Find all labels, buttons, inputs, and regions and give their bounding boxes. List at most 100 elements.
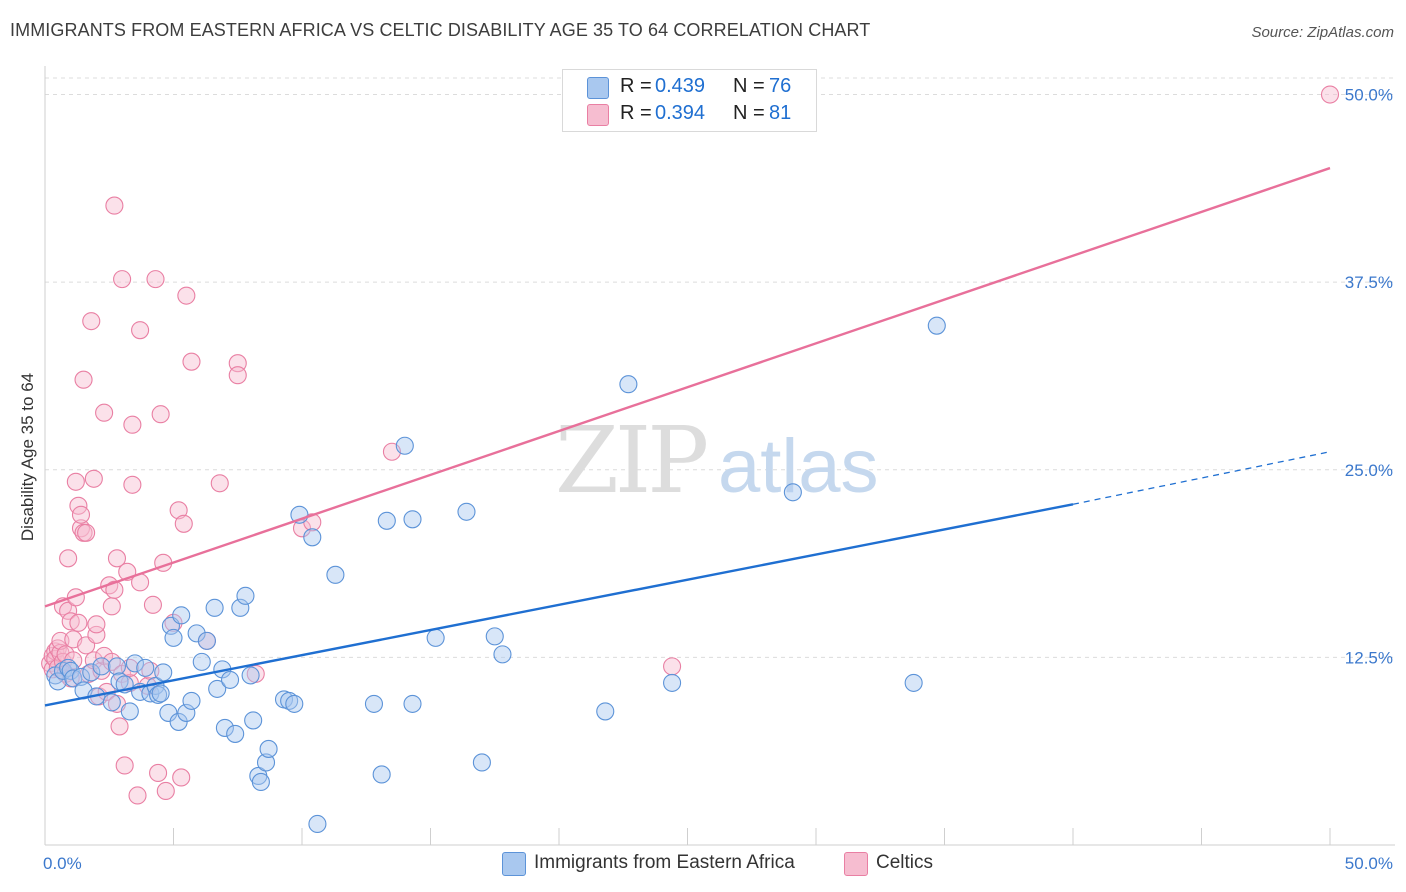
pink-data-point	[228, 366, 247, 385]
blue-data-point	[125, 654, 144, 673]
watermark-zip: ZIP	[555, 407, 706, 514]
blue-data-point	[61, 661, 80, 680]
pink-data-point	[110, 717, 129, 736]
blue-data-point	[472, 753, 491, 772]
pink-data-point	[66, 472, 85, 491]
pink-data-point	[149, 763, 168, 783]
pink-data-point	[74, 370, 93, 389]
blue-data-point	[236, 586, 255, 605]
tick-labels: 12.5% 25.0% 37.5% 50.0% 0.0% 50.0%	[43, 86, 1393, 873]
pink-data-point	[174, 514, 193, 533]
pink-data-point	[143, 595, 162, 614]
blue-data-point	[59, 658, 78, 677]
pink-data-point	[146, 270, 165, 289]
y-tick-label: 12.5%	[1345, 648, 1393, 667]
blue-data-point	[226, 724, 245, 743]
pink-data-point	[115, 756, 134, 775]
blue-data-point	[663, 673, 682, 692]
pink-data-point	[59, 549, 78, 568]
legend-pink-n-label: N =	[733, 102, 765, 124]
y-axis-label: Disability Age 35 to 64	[18, 373, 37, 541]
pink-data-point	[82, 312, 101, 331]
pink-data-point	[105, 580, 124, 599]
legend-swatch-blue	[587, 77, 609, 99]
blue-data-point	[303, 528, 322, 547]
pink-data-point	[164, 613, 183, 632]
blue-trend-line	[44, 503, 1074, 707]
blue-data-point	[403, 510, 422, 529]
eastern-africa-points	[46, 316, 946, 834]
pink-data-point	[87, 625, 106, 644]
blue-data-point	[208, 679, 227, 698]
y-tick-label: 50.0%	[1345, 86, 1393, 105]
pink-data-point	[84, 469, 103, 488]
blue-data-point	[256, 753, 276, 772]
blue-data-point	[457, 502, 476, 521]
blue-data-point	[403, 694, 422, 713]
blue-data-point	[107, 657, 127, 676]
blue-data-point	[120, 702, 139, 721]
bottom-legend-swatch-pink	[844, 852, 868, 876]
blue-data-point	[220, 670, 240, 689]
blue-trend-extension	[1072, 451, 1331, 505]
legend-swatch-pink	[587, 104, 609, 126]
pink-data-point	[663, 657, 682, 676]
blue-data-point	[71, 667, 91, 686]
pink-data-point	[59, 601, 78, 620]
pink-data-point	[128, 786, 147, 805]
pink-data-point	[131, 321, 150, 340]
pink-data-point	[169, 501, 188, 520]
blue-data-point	[619, 375, 638, 394]
blue-data-point	[596, 702, 615, 721]
blue-data-point	[205, 598, 224, 617]
pink-data-point	[113, 270, 132, 289]
blue-data-point	[64, 669, 83, 688]
axes	[44, 66, 1395, 846]
blue-data-point	[231, 598, 250, 617]
blue-data-point	[364, 694, 384, 713]
pink-data-point	[1320, 85, 1340, 104]
blue-data-point	[92, 657, 111, 676]
blue-data-point	[308, 814, 327, 834]
pink-data-point	[102, 597, 121, 616]
blue-data-point	[154, 663, 173, 682]
legend-blue-r-value: 0.439	[655, 75, 706, 97]
pink-data-point	[177, 286, 196, 305]
blue-data-point	[197, 631, 216, 650]
blue-data-point	[102, 693, 121, 712]
blue-data-point	[136, 658, 155, 677]
pink-data-point	[69, 613, 88, 632]
blue-data-point	[485, 627, 504, 646]
grid-lines	[45, 77, 1395, 658]
blue-data-point	[285, 694, 304, 713]
bottom-legend-label-blue: Immigrants from Eastern Africa	[534, 852, 795, 873]
blue-data-point	[251, 772, 270, 792]
y-tick-label: 25.0%	[1345, 461, 1393, 480]
x-tick-label: 50.0%	[1345, 854, 1393, 873]
blue-data-point	[182, 691, 201, 710]
chart-source: Source: ZipAtlas.com	[1251, 24, 1394, 41]
blue-data-point	[215, 718, 234, 737]
legend-pink-r-value: 0.394	[655, 102, 706, 124]
pink-data-point	[123, 475, 142, 494]
blue-data-point	[177, 703, 196, 722]
pink-data-point	[123, 415, 142, 434]
pink-data-point	[77, 523, 96, 542]
trend-lines	[44, 166, 1331, 707]
pink-data-point	[105, 196, 124, 215]
pink-data-point	[156, 781, 175, 801]
blue-data-point	[493, 645, 512, 664]
blue-data-point	[395, 436, 414, 455]
stats-legend: R = 0.439 N = 76 R = 0.394 N = 81	[562, 69, 817, 132]
pink-data-point	[87, 615, 106, 634]
blue-data-point	[280, 691, 299, 710]
blue-data-point	[48, 672, 67, 691]
bottom-legend-swatch-blue	[502, 852, 526, 876]
watermark-atlas: atlas	[718, 424, 879, 509]
blue-data-point	[164, 628, 183, 647]
legend-blue-r-label: R =	[620, 75, 652, 97]
blue-data-point	[192, 652, 211, 671]
blue-data-point	[927, 316, 946, 335]
blue-data-point	[426, 628, 445, 647]
